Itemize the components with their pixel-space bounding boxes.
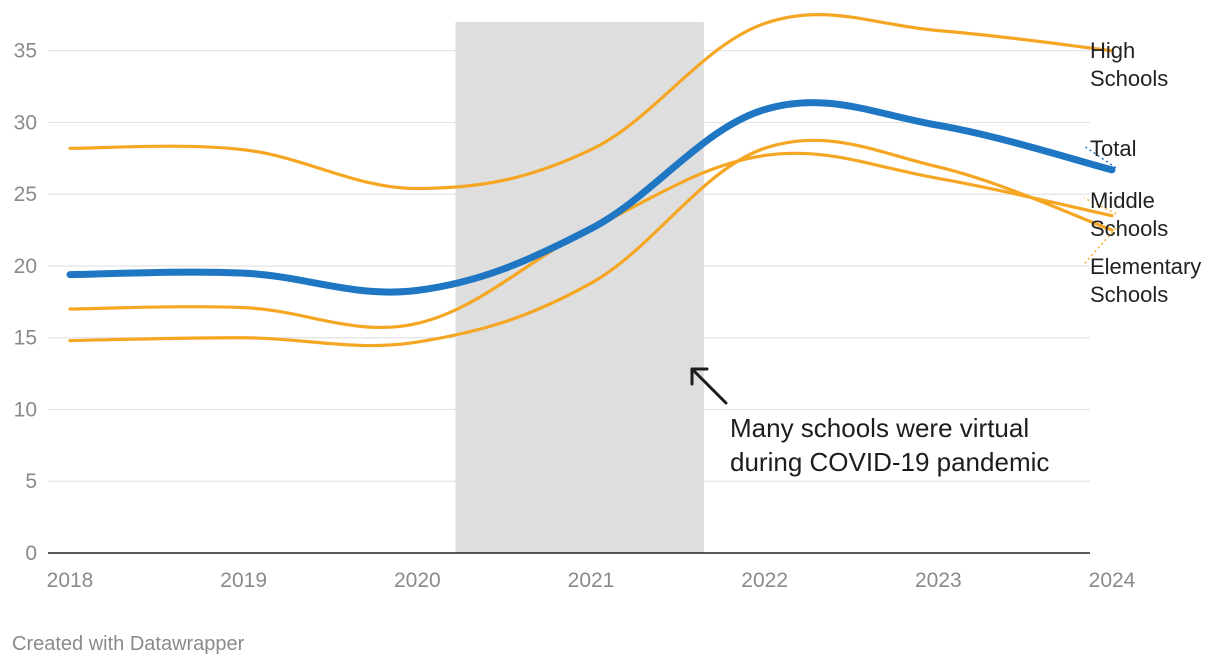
y-tick-label: 0	[25, 542, 37, 565]
y-tick-label: 25	[14, 183, 37, 206]
y-tick-label: 30	[14, 111, 37, 134]
series-line-high-schools	[68, 13, 1114, 191]
y-tick-label: 35	[14, 40, 37, 63]
credit-text: Created with Datawrapper	[12, 633, 245, 655]
annotation-line-2: during COVID-19 pandemic	[730, 447, 1049, 477]
label-leader-elementary-schools	[1083, 227, 1117, 265]
x-tick-label: 2022	[741, 569, 788, 592]
y-tick-label: 15	[14, 327, 37, 350]
x-tick-label: 2024	[1089, 569, 1136, 592]
y-tick-label: 10	[14, 398, 37, 421]
series-line-elementary-schools	[68, 138, 1114, 348]
annotation-arrow-icon	[690, 367, 728, 405]
x-tick-label: 2021	[568, 569, 615, 592]
series-lines	[66, 13, 1116, 348]
series-line-total	[66, 99, 1116, 296]
x-axis-tick-labels: 2018 2019 2020 2021 2022 2023 2024	[47, 569, 1136, 592]
x-tick-label: 2023	[915, 569, 962, 592]
series-labels: High Schools Total Middle Schools Elementary S…	[1083, 38, 1201, 307]
x-tick-label: 2018	[47, 569, 94, 592]
series-label-middle-schools: Middle Schools	[1090, 188, 1168, 241]
series-label-total: Total	[1090, 136, 1136, 161]
label-leader-total	[1083, 145, 1117, 169]
label-leader-middle-schools	[1083, 197, 1117, 215]
y-axis-tick-labels: 0 5 10 15 20 25 30 35	[14, 40, 37, 565]
y-tick-label: 20	[14, 255, 37, 278]
series-label-elementary-schools: Elementary Schools	[1090, 254, 1201, 307]
series-label-high-schools: High Schools	[1090, 38, 1168, 91]
y-tick-label: 5	[25, 470, 37, 493]
covid-annotation: Many schools were virtual during COVID-1…	[690, 367, 1049, 477]
annotation-line-1: Many schools were virtual	[730, 413, 1029, 443]
x-tick-label: 2019	[220, 569, 267, 592]
x-tick-label: 2020	[394, 569, 441, 592]
